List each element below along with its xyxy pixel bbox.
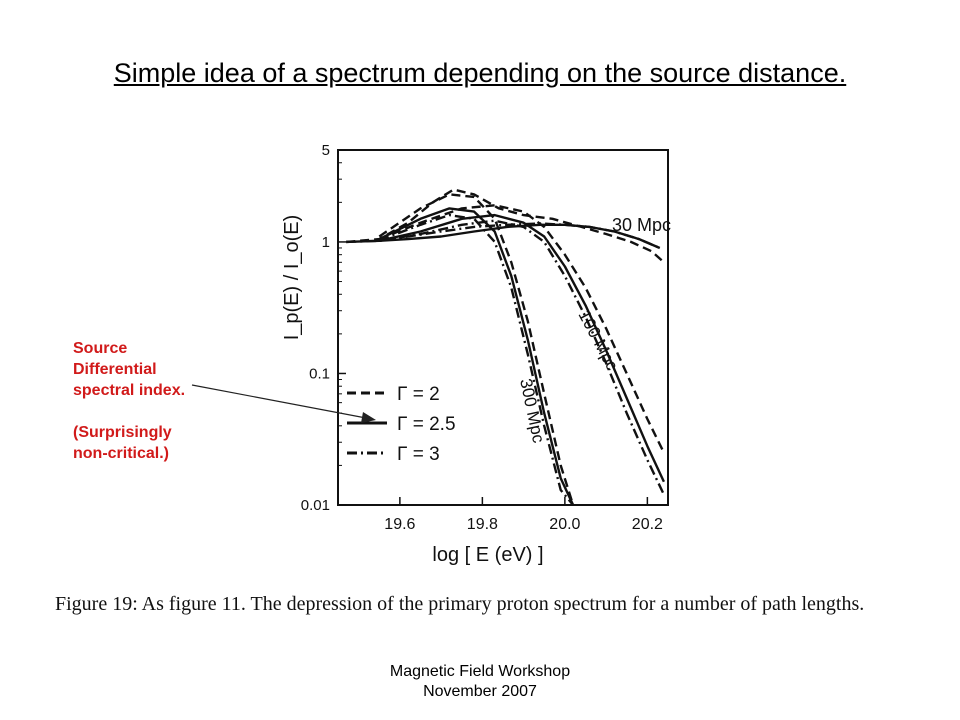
series-line-5	[379, 213, 665, 483]
x-tick-label: 19.8	[467, 516, 498, 533]
annotation-note-line-1: (Surprisingly	[73, 424, 172, 441]
footer-line-2: November 2007	[423, 683, 537, 700]
x-tick-label: 19.6	[384, 516, 415, 533]
figure-caption: Figure 19: As figure 11. The depression …	[55, 593, 865, 615]
curve-label-2: 100 Mpc	[574, 307, 622, 374]
series-line-1	[346, 188, 665, 264]
curve-label-1: 30 Mpc	[612, 215, 671, 235]
x-axis-label: log [ E (eV) ]	[432, 544, 543, 566]
y-tick-label: 1	[322, 234, 330, 251]
legend-label-1: Γ = 2	[397, 384, 440, 405]
series-line-3	[346, 222, 661, 250]
series-line-8	[378, 207, 575, 506]
legend-label-3: Γ = 3	[397, 444, 440, 465]
annotation-text: Source Differential spectral index. (Sur…	[73, 338, 243, 464]
y-tick-label: 5	[322, 142, 330, 159]
series-line-9	[378, 213, 575, 506]
plot-frame	[337, 149, 669, 506]
series-line-7	[378, 193, 575, 506]
y-tick-label: 0.01	[301, 497, 330, 514]
footer: Magnetic Field Workshop November 2007	[330, 662, 630, 702]
footer-line-1: Magnetic Field Workshop	[389, 663, 571, 680]
x-tick-label: 20.2	[632, 516, 663, 533]
annotation-line-2: Differential	[73, 361, 157, 378]
annotation-note-line-2: non-critical.)	[73, 445, 170, 462]
annotation-arrow-head	[361, 412, 376, 423]
x-tick-label: 20.0	[549, 516, 580, 533]
annotation-line-3: spectral index.	[73, 382, 186, 399]
annotation-line-1: Source	[73, 340, 128, 357]
annotation-arrow-line	[191, 384, 367, 419]
y-tick-label: 0.1	[309, 365, 330, 382]
y-axis-label: I_p(E) / I_o(E)	[281, 215, 303, 341]
legend-label-2: Γ = 2.5	[397, 414, 456, 435]
slide-title: Simple idea of a spectrum depending on t…	[113, 58, 847, 88]
series-line-4	[378, 204, 665, 454]
